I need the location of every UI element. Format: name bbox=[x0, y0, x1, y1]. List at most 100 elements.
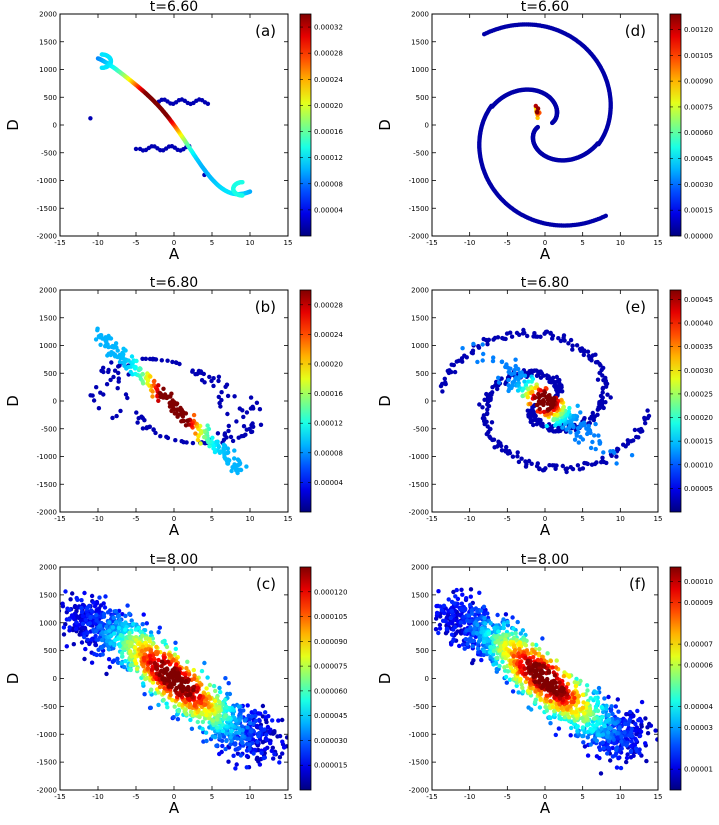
data-point bbox=[504, 633, 509, 638]
data-point bbox=[183, 423, 189, 428]
data-point bbox=[545, 651, 550, 656]
data-point bbox=[241, 424, 247, 429]
data-point bbox=[494, 666, 499, 672]
colorbar-tick-label: 0.000075 bbox=[314, 663, 347, 671]
data-point bbox=[220, 743, 225, 749]
data-point bbox=[246, 713, 251, 718]
data-point bbox=[655, 737, 658, 742]
x-tick-label: 15 bbox=[284, 793, 293, 801]
data-point bbox=[249, 729, 254, 734]
data-point bbox=[133, 146, 139, 152]
data-point bbox=[468, 636, 473, 641]
data-point bbox=[466, 613, 471, 618]
data-point bbox=[597, 755, 602, 761]
data-point bbox=[503, 640, 508, 646]
y-tick-label: 1000 bbox=[39, 342, 57, 350]
data-point bbox=[619, 734, 624, 739]
data-point bbox=[161, 655, 167, 661]
data-point bbox=[210, 707, 215, 713]
data-point bbox=[646, 413, 652, 419]
data-point bbox=[91, 600, 96, 605]
data-point bbox=[150, 389, 155, 394]
x-tick-label: -10 bbox=[92, 239, 103, 247]
data-point bbox=[223, 746, 228, 752]
data-point bbox=[463, 637, 468, 642]
data-point bbox=[603, 400, 608, 405]
data-point bbox=[570, 466, 576, 472]
data-point bbox=[555, 386, 561, 391]
data-point bbox=[224, 724, 229, 729]
data-point bbox=[229, 468, 234, 474]
data-point bbox=[638, 426, 644, 432]
data-point bbox=[504, 651, 509, 656]
data-point bbox=[226, 423, 231, 429]
data-point bbox=[477, 635, 482, 640]
data-point bbox=[617, 726, 622, 731]
data-point bbox=[67, 617, 72, 622]
data-point bbox=[154, 664, 159, 669]
data-point bbox=[164, 701, 169, 706]
data-point bbox=[560, 463, 565, 469]
x-tick-label: -5 bbox=[133, 515, 140, 523]
data-point bbox=[506, 383, 511, 388]
data-point bbox=[214, 743, 219, 748]
data-point bbox=[619, 739, 624, 744]
data-point bbox=[143, 356, 148, 361]
data-point bbox=[582, 711, 587, 716]
y-tick-label: -500 bbox=[41, 703, 57, 711]
data-point bbox=[183, 699, 188, 705]
data-point bbox=[235, 457, 241, 462]
data-point bbox=[606, 694, 611, 700]
data-point bbox=[497, 663, 502, 669]
data-point bbox=[84, 606, 90, 611]
data-point bbox=[606, 745, 611, 750]
data-point bbox=[498, 635, 503, 640]
colorbar-tick-label: 0.00015 bbox=[684, 438, 713, 446]
data-point bbox=[518, 676, 523, 682]
data-point bbox=[505, 451, 511, 456]
data-point bbox=[441, 603, 447, 608]
data-point bbox=[625, 441, 631, 446]
x-tick-label: 5 bbox=[580, 515, 584, 523]
data-point bbox=[460, 359, 465, 364]
data-point bbox=[614, 747, 619, 753]
data-point bbox=[516, 651, 521, 656]
data-point bbox=[107, 628, 112, 633]
data-point bbox=[179, 419, 184, 424]
colorbar-tick-label: 0.00016 bbox=[314, 128, 343, 136]
data-point bbox=[168, 682, 174, 687]
data-point bbox=[534, 422, 539, 427]
y-tick-label: 1500 bbox=[411, 38, 429, 46]
data-point bbox=[436, 589, 441, 594]
data-point bbox=[161, 697, 166, 703]
data-point bbox=[187, 702, 193, 707]
data-point bbox=[218, 689, 223, 695]
data-point bbox=[217, 400, 222, 406]
data-point bbox=[462, 646, 467, 651]
data-point bbox=[648, 723, 654, 728]
data-point bbox=[165, 358, 170, 363]
data-point bbox=[576, 440, 581, 445]
data-point bbox=[559, 705, 564, 711]
data-point bbox=[83, 646, 88, 652]
data-point bbox=[92, 604, 98, 609]
data-point bbox=[519, 682, 524, 687]
data-point bbox=[628, 755, 634, 760]
data-point bbox=[609, 731, 614, 736]
data-point bbox=[576, 429, 581, 435]
data-point bbox=[453, 631, 459, 636]
data-point bbox=[219, 738, 225, 743]
data-point bbox=[241, 708, 246, 713]
data-point bbox=[116, 625, 122, 631]
data-point bbox=[79, 605, 84, 611]
data-point bbox=[261, 755, 266, 761]
data-point bbox=[489, 420, 495, 425]
data-point bbox=[107, 620, 112, 625]
data-point bbox=[537, 646, 542, 652]
data-point bbox=[157, 625, 162, 630]
data-point bbox=[89, 637, 94, 642]
data-point bbox=[545, 398, 551, 403]
data-point bbox=[179, 681, 184, 686]
data-point bbox=[193, 372, 198, 377]
data-point bbox=[114, 413, 119, 419]
